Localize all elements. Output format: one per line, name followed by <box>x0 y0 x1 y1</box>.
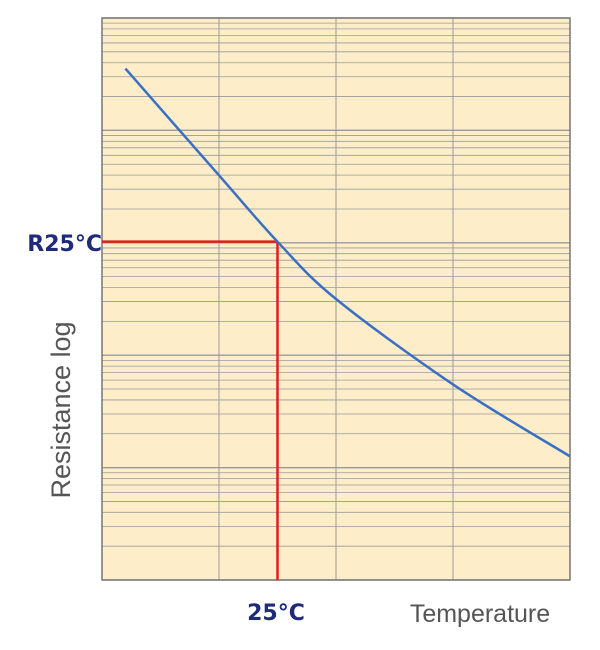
r25-label: R25°C <box>27 232 102 257</box>
resistance-curve <box>124 67 571 458</box>
marks <box>102 67 571 580</box>
x-axis-title: Temperature <box>410 600 550 628</box>
y-axis-title: Resistance log <box>46 321 76 498</box>
grid <box>102 17 570 581</box>
t25-label: 25°C <box>247 601 305 626</box>
plot-frame <box>101 17 571 581</box>
